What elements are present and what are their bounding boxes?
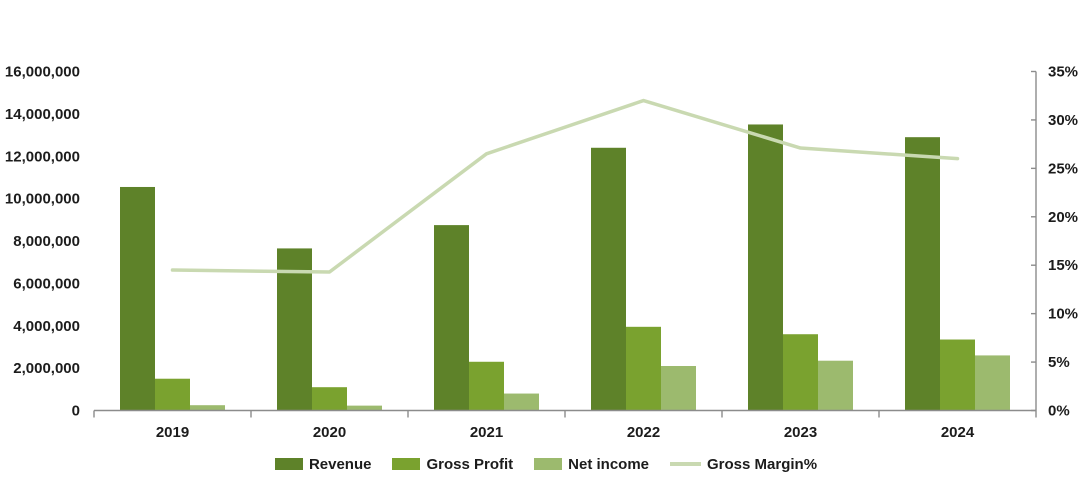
y-axis-left-label: 0	[72, 403, 80, 420]
y-axis-right-label: 15%	[1048, 257, 1078, 274]
x-axis-category-label: 2022	[627, 424, 660, 441]
legend-swatch	[534, 458, 563, 470]
combo-chart: 0 2,000,000 4,000,000 6,000,000 8,000,000 10,…	[5, 64, 1078, 442]
x-axis-category-label: 2024	[941, 424, 975, 441]
legend-item-gross-margin-: Gross Margin%	[670, 456, 817, 473]
y-axis-left-label: 4,000,000	[13, 318, 80, 335]
bar-revenue-2023	[748, 124, 783, 411]
legend-swatch	[274, 458, 303, 470]
y-axis-right-label: 25%	[1048, 160, 1078, 177]
legend-line-marker	[670, 462, 702, 466]
y-axis-left-label: 16,000,000	[5, 64, 80, 81]
bar-revenue-2024	[905, 137, 940, 411]
x-axis-category-label: 2023	[784, 424, 817, 441]
y-axis-left-label: 14,000,000	[5, 106, 80, 123]
bar-gross-profit-2020	[312, 387, 347, 411]
y-axis-right-label: 5%	[1048, 354, 1070, 371]
bar-gross-profit-2019	[155, 378, 190, 411]
legend-item-revenue: Revenue	[274, 455, 372, 473]
y-axis-left-label: 10,000,000	[5, 191, 80, 208]
y-axis-left-label: 6,000,000	[13, 275, 80, 292]
bar-net-income-2019	[190, 405, 225, 411]
bar-gross-profit-2022	[626, 326, 661, 411]
bar-gross-profit-2021	[469, 361, 504, 411]
x-axis-category-label: 2020	[313, 424, 346, 441]
y-axis-right-label: 10%	[1048, 306, 1078, 323]
bar-net-income-2023	[818, 360, 853, 411]
bar-net-income-2022	[661, 366, 696, 411]
chart-legend: Revenue Gross Profit Net income Gross Margi…	[0, 451, 1092, 477]
y-axis-right-label: 20%	[1048, 209, 1078, 226]
legend-label: Gross Margin%	[707, 455, 818, 473]
y-axis-left-label: 8,000,000	[13, 233, 80, 250]
x-axis-category-label: 2021	[470, 424, 503, 441]
legend-label: Gross Profit	[426, 455, 514, 473]
bar-gross-profit-2023	[783, 334, 818, 411]
y-axis-right-label: 35%	[1048, 64, 1078, 81]
y-axis-right-label: 0%	[1048, 403, 1070, 420]
bar-net-income-2024	[975, 355, 1010, 411]
bar-revenue-2022	[591, 147, 626, 411]
legend-item-net-income: Net income	[534, 456, 649, 473]
bar-net-income-2021	[504, 393, 539, 411]
bar-revenue-2020	[277, 248, 312, 411]
y-axis-left-label: 2,000,000	[13, 360, 80, 377]
bar-gross-profit-2024	[940, 339, 975, 411]
legend-swatch	[392, 458, 421, 470]
y-axis-right-label: 30%	[1048, 112, 1078, 129]
legend-label: Revenue	[308, 455, 372, 473]
bar-revenue-2021	[434, 225, 469, 411]
legend-label: Net income	[568, 455, 650, 473]
legend-item-gross-profit: Gross Profit	[392, 456, 513, 473]
bar-revenue-2019	[120, 186, 155, 411]
y-axis-left-label: 12,000,000	[5, 148, 80, 165]
x-axis-category-label: 2019	[156, 424, 189, 441]
line-gross-margin-	[170, 98, 960, 274]
bar-net-income-2020	[347, 405, 382, 411]
